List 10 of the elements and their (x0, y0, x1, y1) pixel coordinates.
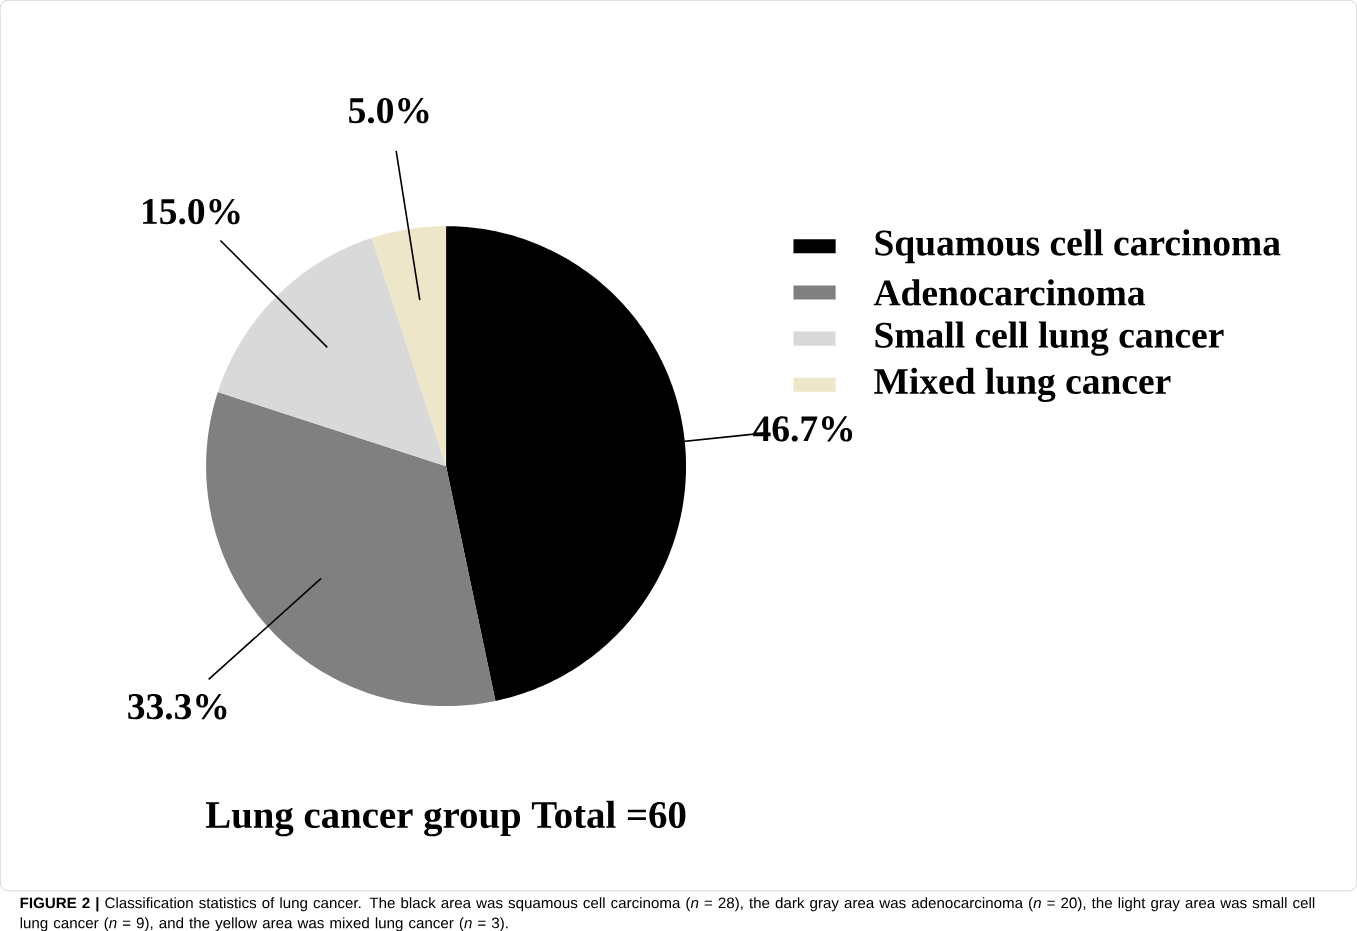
data-label: 46.7% (753, 416, 853, 442)
legend-label: Adenocarcinoma (873, 279, 1146, 306)
text: Lung cancer group Total =60 (205, 800, 686, 837)
text: FIGURE 2 | Classification statistics of lung cancer. The black area was squamous cell carcinoma (n = 28), the dark gray area was adenocarcinoma (n = 20), the light gray area was small cell lung cancer (n = 9), and the yellow area was mixed lung cancer (n = 3). (20, 896, 1315, 931)
data-label: 33.3% (128, 693, 227, 720)
legend-label: Squamous cell carcinoma (875, 229, 1281, 264)
legend-label: Mixed lung cancer (874, 367, 1171, 402)
data-label: 15.0% (143, 198, 240, 225)
legend-label: Small cell lung cancer (875, 321, 1224, 356)
data-label: 5.0% (349, 97, 429, 124)
